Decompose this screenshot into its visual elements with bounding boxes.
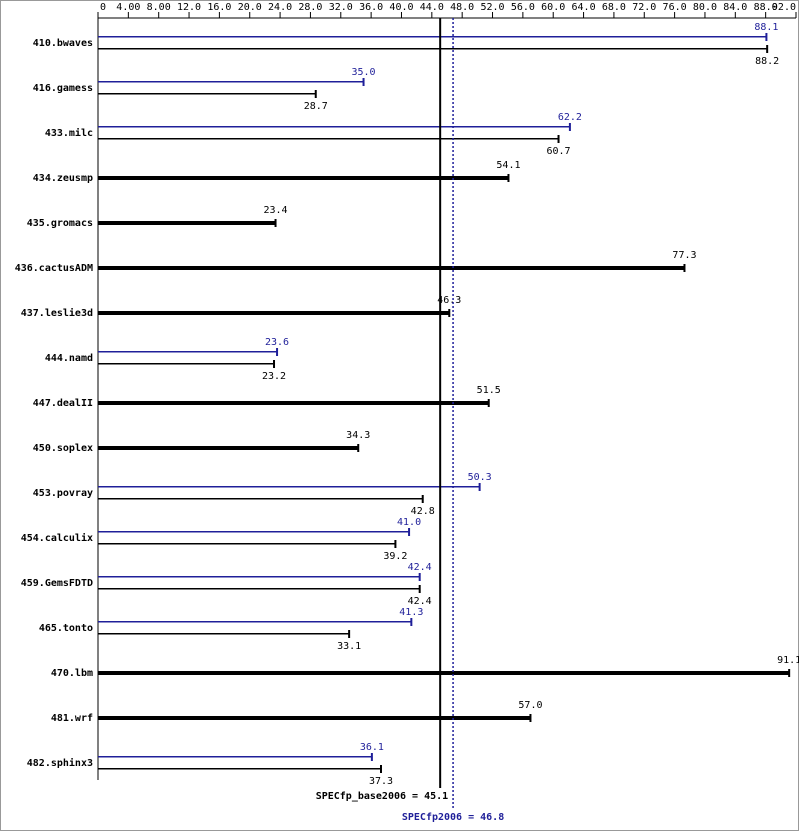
- peak-value-label: 36.1: [360, 742, 384, 753]
- x-tick-label: 52.0: [480, 2, 504, 13]
- peak-value-label: 42.4: [408, 562, 432, 573]
- category-label: 481.wrf: [51, 713, 93, 724]
- x-tick-label: 8.00: [147, 2, 171, 13]
- peak-bar: [98, 576, 420, 578]
- base-bar: [98, 363, 275, 365]
- peak-value-label: 41.0: [397, 517, 421, 528]
- peak-bar: [98, 621, 412, 623]
- category-label: 459.GemsFDTD: [21, 578, 93, 589]
- category-label: 482.sphinx3: [27, 757, 93, 769]
- value-label: 46.3: [437, 295, 461, 306]
- x-tick-label: 72.0: [632, 2, 656, 13]
- x-tick-label: 80.0: [693, 2, 717, 13]
- x-tick-label: 32.0: [329, 2, 353, 13]
- value-label: 51.5: [477, 385, 501, 396]
- x-tick-label: 40.0: [389, 2, 413, 13]
- base-value-label: 37.3: [369, 776, 393, 787]
- peak-bar: [98, 126, 570, 128]
- value-label: 91.1: [777, 655, 799, 666]
- peak-bar: [98, 36, 767, 38]
- value-label: 34.3: [346, 430, 370, 441]
- peak-mean-label: SPECfp2006 = 46.8: [402, 812, 504, 823]
- x-tick-label: 76.0: [663, 2, 687, 13]
- category-label: 436.cactusADM: [15, 263, 93, 274]
- category-label: 450.soplex: [33, 443, 93, 454]
- x-tick-label: 56.0: [511, 2, 535, 13]
- category-label: 434.zeusmp: [33, 173, 93, 184]
- category-label: 465.tonto: [39, 623, 93, 634]
- category-label: 416.gamess: [33, 83, 93, 94]
- category-label: 453.povray: [33, 488, 93, 499]
- x-tick-label: 60.0: [541, 2, 565, 13]
- bar: [98, 401, 489, 405]
- bar: [98, 446, 359, 450]
- category-label: 437.leslie3d: [21, 307, 93, 319]
- x-tick-label: 44.0: [420, 2, 444, 13]
- base-bar: [98, 138, 559, 140]
- base-value-label: 39.2: [383, 551, 407, 562]
- category-label: 454.calculix: [21, 532, 93, 544]
- x-tick-label: 84.0: [723, 2, 747, 13]
- value-label: 77.3: [672, 250, 696, 261]
- x-tick-label: 88.0: [754, 2, 778, 13]
- category-label: 470.lbm: [51, 668, 93, 679]
- peak-bar: [98, 351, 278, 353]
- peak-value-label: 41.3: [399, 607, 423, 618]
- base-bar: [98, 588, 420, 590]
- category-label: 444.namd: [45, 353, 93, 364]
- value-label: 23.4: [263, 205, 287, 216]
- x-tick-label: 36.0: [359, 2, 383, 13]
- peak-value-label: 35.0: [351, 67, 375, 78]
- base-bar: [98, 93, 316, 95]
- peak-value-label: 23.6: [265, 337, 289, 348]
- bar: [98, 176, 509, 180]
- bar: [98, 266, 685, 270]
- value-label: 57.0: [518, 700, 542, 711]
- category-label: 433.milc: [45, 127, 93, 139]
- base-mean-label: SPECfp_base2006 = 45.1: [316, 791, 448, 802]
- category-label: 435.gromacs: [27, 218, 93, 229]
- bar: [98, 716, 531, 720]
- peak-bar: [98, 486, 480, 488]
- peak-value-label: 62.2: [558, 112, 582, 123]
- x-tick-label: 4.00: [116, 2, 140, 13]
- base-value-label: 33.1: [337, 641, 361, 652]
- x-tick-label: 48.0: [450, 2, 474, 13]
- peak-value-label: 50.3: [468, 472, 492, 483]
- value-label: 54.1: [496, 160, 520, 171]
- x-tick-label: 0: [100, 2, 106, 13]
- category-label: 410.bwaves: [33, 38, 93, 49]
- base-bar: [98, 543, 396, 545]
- bar: [98, 221, 276, 225]
- category-label: 447.dealII: [33, 398, 93, 409]
- base-value-label: 60.7: [546, 146, 570, 157]
- x-tick-label: 64.0: [572, 2, 596, 13]
- base-bar: [98, 633, 350, 635]
- base-value-label: 23.2: [262, 371, 286, 382]
- base-value-label: 42.8: [411, 506, 435, 517]
- base-bar: [98, 768, 381, 770]
- base-bar: [98, 48, 768, 50]
- x-tick-label: 20.0: [238, 2, 262, 13]
- peak-bar: [98, 531, 410, 533]
- x-tick-label: 68.0: [602, 2, 626, 13]
- x-tick-label: 92.0: [772, 2, 796, 13]
- bar: [98, 311, 450, 315]
- base-value-label: 28.7: [304, 101, 328, 112]
- base-bar: [98, 498, 423, 500]
- bar: [98, 671, 790, 675]
- peak-bar: [98, 81, 364, 83]
- peak-bar: [98, 756, 372, 758]
- x-tick-label: 28.0: [298, 2, 322, 13]
- base-value-label: 42.4: [408, 596, 432, 607]
- x-tick-label: 24.0: [268, 2, 292, 13]
- x-tick-label: 16.0: [207, 2, 231, 13]
- peak-value-label: 88.1: [754, 22, 778, 33]
- base-value-label: 88.2: [755, 56, 779, 67]
- x-tick-label: 12.0: [177, 2, 201, 13]
